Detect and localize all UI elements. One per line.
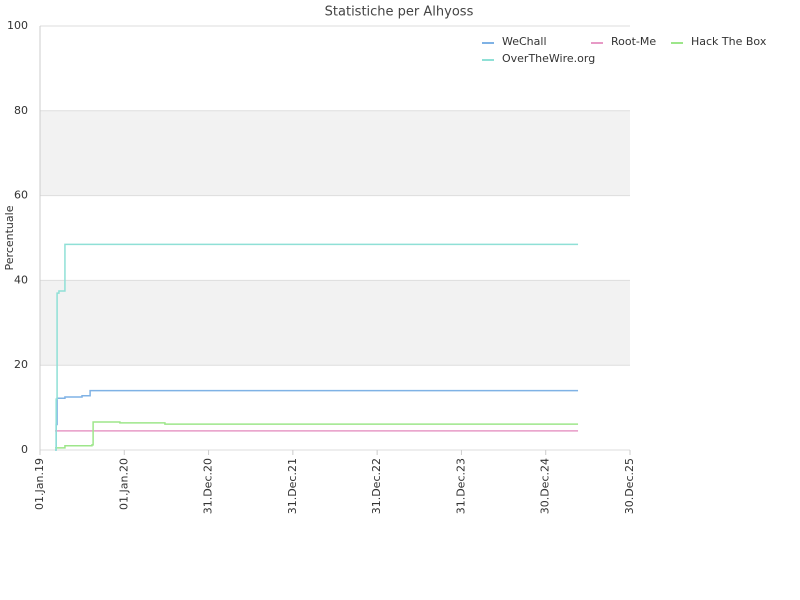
grid-band bbox=[40, 110, 630, 196]
y-tick-label: 60 bbox=[14, 189, 28, 202]
x-tick-label: 30.Dec.24 bbox=[539, 458, 552, 514]
legend-label: OverTheWire.org bbox=[502, 52, 595, 65]
series-line bbox=[55, 421, 579, 449]
y-tick-label: 80 bbox=[14, 104, 28, 117]
chart-title: Statistiche per Alhyoss bbox=[325, 5, 474, 20]
legend-label: Hack The Box bbox=[691, 35, 767, 48]
y-tick-label: 100 bbox=[7, 19, 28, 32]
x-tick-label: 01.Jan.20 bbox=[117, 458, 130, 510]
x-tick-label: 31.Dec.22 bbox=[370, 458, 383, 514]
legend-label: Root-Me bbox=[611, 35, 656, 48]
series-line bbox=[55, 389, 579, 451]
y-tick-label: 20 bbox=[14, 358, 28, 371]
x-tick-label: 30.Dec.25 bbox=[623, 458, 636, 514]
series-line bbox=[55, 243, 579, 451]
grid-band bbox=[40, 280, 630, 366]
x-tick-label: 01.Jan.19 bbox=[33, 458, 46, 510]
y-tick-label: 0 bbox=[21, 443, 28, 456]
legend-label: WeChall bbox=[502, 35, 547, 48]
y-axis-label: Percentuale bbox=[3, 205, 16, 270]
y-tick-label: 40 bbox=[14, 273, 28, 286]
x-tick-label: 31.Dec.23 bbox=[454, 458, 467, 514]
x-tick-label: 31.Dec.21 bbox=[286, 458, 299, 514]
x-tick-label: 31.Dec.20 bbox=[202, 458, 215, 514]
